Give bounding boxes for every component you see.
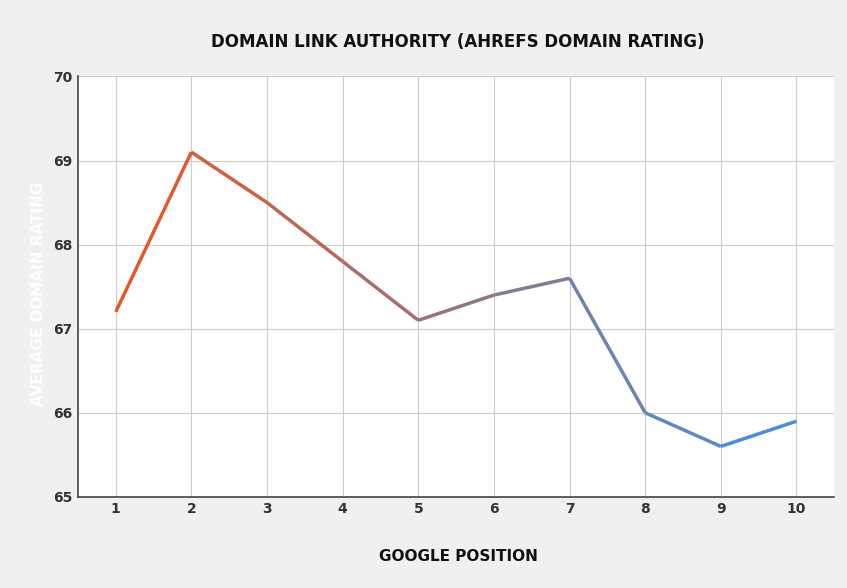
Text: GOOGLE POSITION: GOOGLE POSITION <box>379 549 538 564</box>
Text: AVERAGE DOMAIN RATING: AVERAGE DOMAIN RATING <box>30 182 46 406</box>
Text: DOMAIN LINK AUTHORITY (AHREFS DOMAIN RATING): DOMAIN LINK AUTHORITY (AHREFS DOMAIN RAT… <box>212 33 705 51</box>
